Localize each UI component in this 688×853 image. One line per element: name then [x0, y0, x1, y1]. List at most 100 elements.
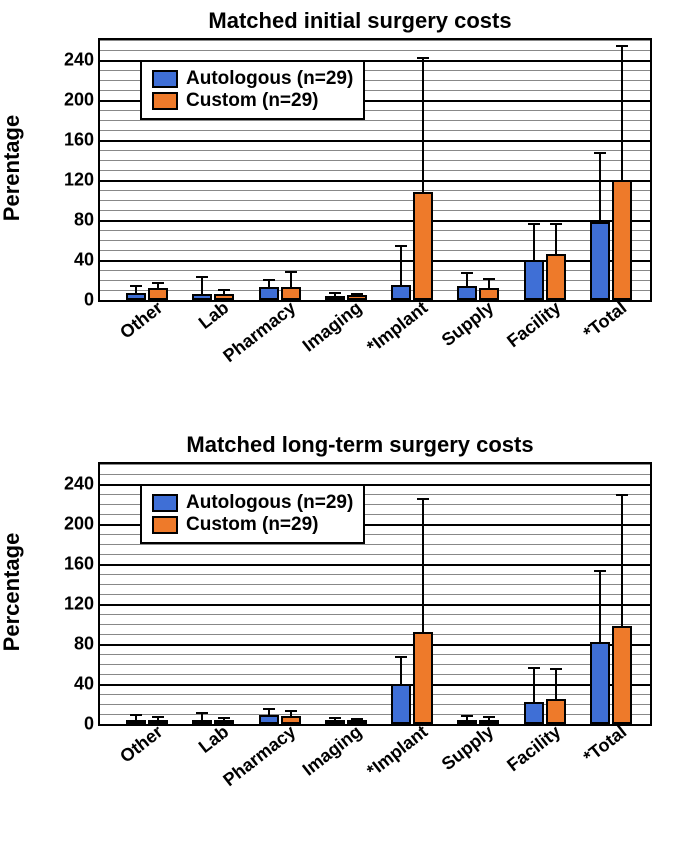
gridline-minor [100, 614, 650, 615]
gridline-minor [100, 150, 650, 151]
y-tick-label: 240 [64, 50, 94, 71]
gridline-major [100, 604, 650, 606]
error-cap [483, 716, 495, 718]
error-cap [594, 152, 606, 154]
gridline-minor [100, 714, 650, 715]
y-tick-label: 0 [84, 290, 94, 311]
error-bar [555, 668, 557, 699]
error-cap [196, 712, 208, 714]
gridline-minor [100, 694, 650, 695]
gridline-minor [100, 704, 650, 705]
gridline-minor [100, 584, 650, 585]
bar [281, 287, 301, 300]
chart-initial-costs: Matched initial surgery costs04080120160… [50, 8, 670, 408]
legend-item: Autologous (n=29) [152, 492, 353, 514]
gridline-minor [100, 280, 650, 281]
error-bar [599, 152, 601, 222]
gridline-minor [100, 634, 650, 635]
legend-item: Custom (n=29) [152, 514, 353, 536]
y-tick-label: 240 [64, 474, 94, 495]
bar [524, 260, 544, 300]
y-tick-label: 200 [64, 514, 94, 535]
gridline-major [100, 644, 650, 646]
legend-label: Custom (n=29) [186, 90, 319, 112]
error-bar [555, 223, 557, 254]
gridline-minor [100, 120, 650, 121]
gridline-minor [100, 574, 650, 575]
y-tick-label: 120 [64, 170, 94, 191]
y-axis-label: Percentage [0, 533, 25, 652]
bar [612, 180, 632, 300]
error-cap [329, 717, 341, 719]
error-cap [616, 494, 628, 496]
error-cap [528, 667, 540, 669]
error-bar [290, 271, 292, 287]
chart-title: Matched initial surgery costs [50, 8, 670, 34]
bar [192, 294, 212, 300]
error-cap [263, 708, 275, 710]
bar [546, 254, 566, 300]
chart-title: Matched long-term surgery costs [50, 432, 670, 458]
gridline-major [100, 260, 650, 262]
error-cap [395, 656, 407, 658]
gridline-minor [100, 594, 650, 595]
bar [413, 192, 433, 300]
gridline-minor [100, 544, 650, 545]
legend-label: Autologous (n=29) [186, 492, 353, 514]
error-cap [483, 278, 495, 280]
bar [546, 699, 566, 724]
error-cap [417, 57, 429, 59]
error-bar [422, 498, 424, 632]
gridline-minor [100, 674, 650, 675]
bar [325, 296, 345, 300]
error-bar [533, 223, 535, 260]
bar [325, 720, 345, 724]
gridline-minor [100, 474, 650, 475]
gridline-minor [100, 210, 650, 211]
y-tick-label: 120 [64, 594, 94, 615]
error-cap [395, 245, 407, 247]
y-tick-label: 200 [64, 90, 94, 111]
error-cap [130, 285, 142, 287]
legend-item: Autologous (n=29) [152, 68, 353, 90]
error-cap [616, 45, 628, 47]
bar [457, 286, 477, 300]
error-cap [528, 223, 540, 225]
gridline-minor [100, 130, 650, 131]
y-tick-label: 40 [74, 250, 94, 271]
bar [391, 684, 411, 724]
bar [524, 702, 544, 724]
error-cap [461, 272, 473, 274]
gridline-minor [100, 50, 650, 51]
error-cap [329, 292, 341, 294]
error-bar [400, 656, 402, 684]
y-tick-label: 40 [74, 674, 94, 695]
error-cap [218, 289, 230, 291]
error-cap [196, 276, 208, 278]
gridline-minor [100, 290, 650, 291]
legend-label: Custom (n=29) [186, 514, 319, 536]
gridline-minor [100, 270, 650, 271]
gridline-minor [100, 160, 650, 161]
error-bar [422, 57, 424, 192]
gridline-minor [100, 624, 650, 625]
legend-swatch [152, 70, 178, 88]
legend: Autologous (n=29)Custom (n=29) [140, 484, 365, 544]
error-cap [285, 271, 297, 273]
bar [259, 287, 279, 300]
error-bar [201, 276, 203, 294]
error-bar [621, 494, 623, 626]
gridline-major [100, 140, 650, 142]
error-cap [550, 668, 562, 670]
gridline-minor [100, 190, 650, 191]
legend-swatch [152, 92, 178, 110]
error-bar [466, 272, 468, 286]
bar [192, 720, 212, 724]
y-tick-label: 80 [74, 210, 94, 231]
chart-long-term-costs: Matched long-term surgery costs040801201… [50, 432, 670, 832]
gridline-minor [100, 200, 650, 201]
bar [126, 720, 146, 724]
gridline-major [100, 220, 650, 222]
error-cap [351, 293, 363, 295]
gridline-major [100, 180, 650, 182]
